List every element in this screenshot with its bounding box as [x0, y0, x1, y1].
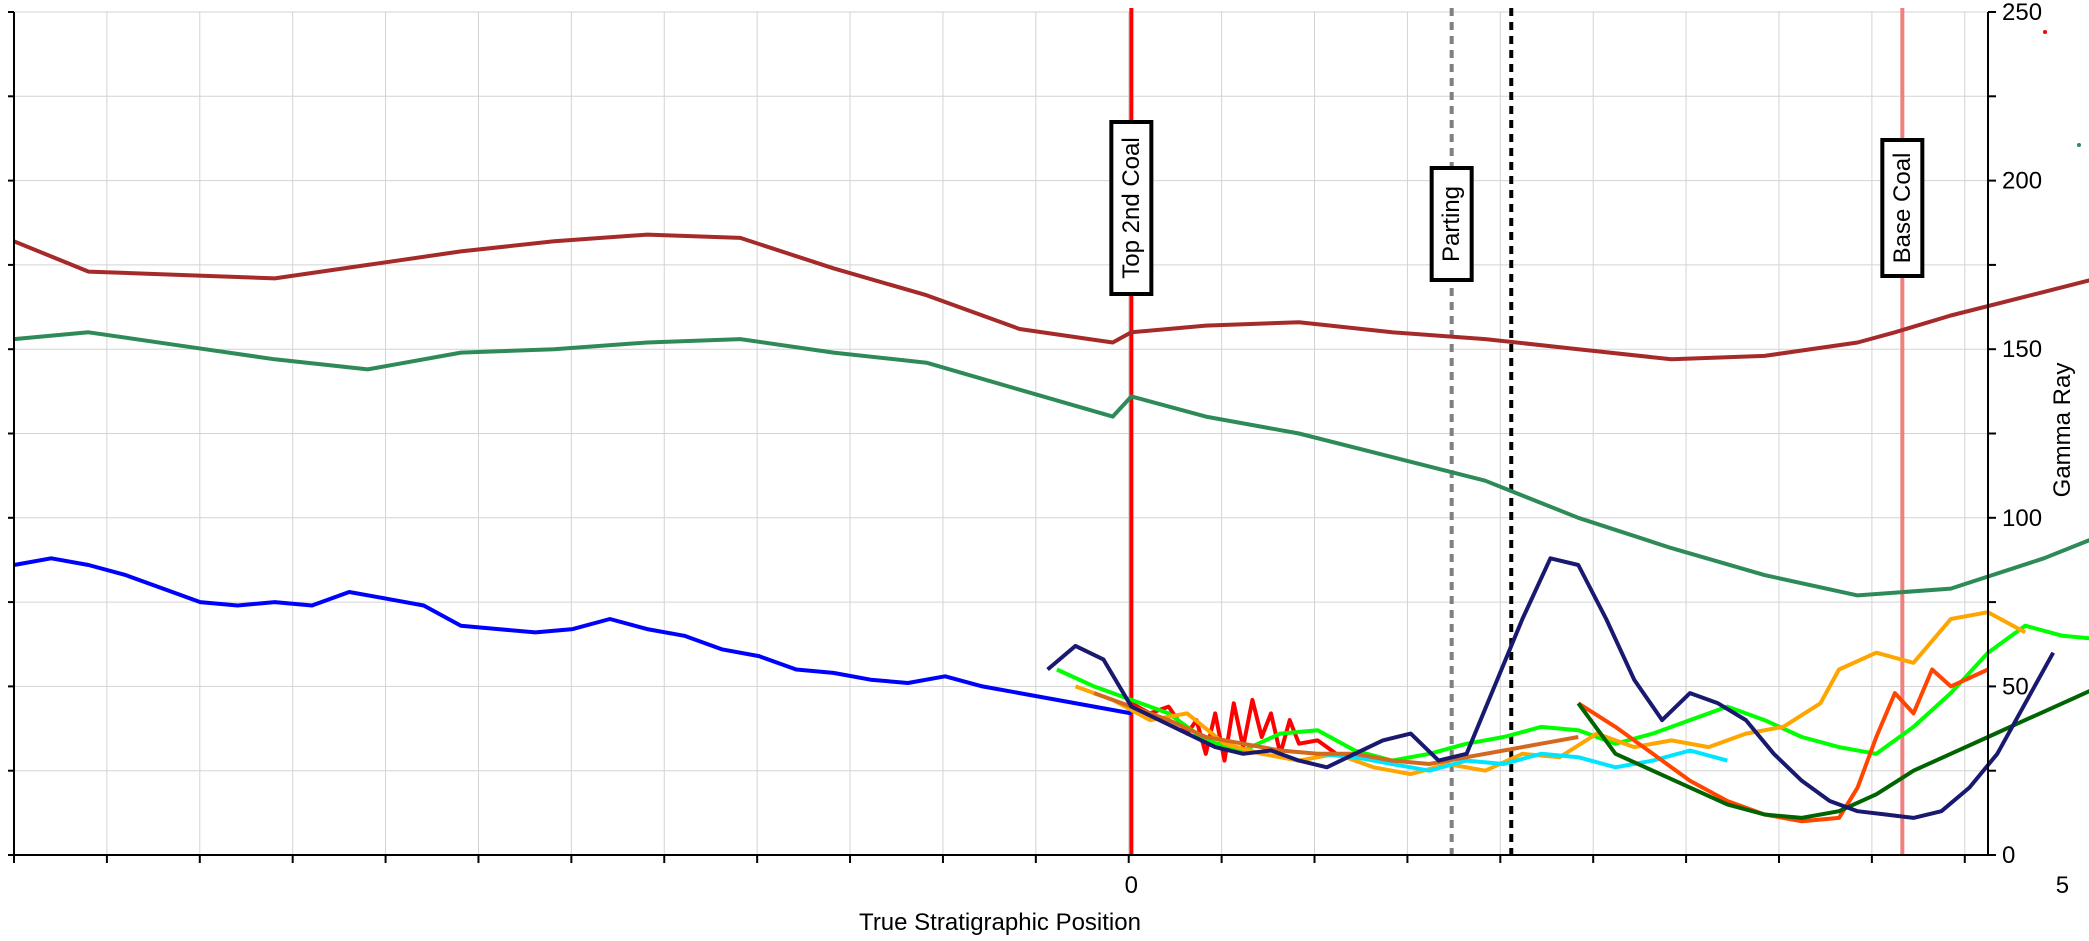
- y-axis-title: Gamma Ray: [2049, 363, 2076, 498]
- marker-labels: Top 2nd Coal Parting Base Coal: [1109, 120, 1925, 296]
- series-line: [1093, 691, 1579, 766]
- grid: [13, 11, 1988, 856]
- legend-dot-green: [2077, 143, 2081, 147]
- x-tick-label: 0: [1125, 872, 1138, 899]
- y-tick-label: 200: [2002, 168, 2042, 195]
- series-line: [13, 330, 2089, 598]
- y-tick-label: 50: [2002, 673, 2029, 700]
- y-tick-label: 100: [2002, 505, 2042, 532]
- series-group: [13, 232, 2089, 824]
- marker-label-box: [1429, 166, 1474, 282]
- legend-dot-red: [2043, 30, 2047, 34]
- y-tick-label: 250: [2002, 0, 2042, 26]
- x-axis-title: True Stratigraphic Position: [859, 909, 1141, 936]
- y-tick-label: 150: [2002, 336, 2042, 363]
- series-line: [1056, 623, 2089, 763]
- marker-label: Base Coal: [1889, 153, 1916, 264]
- series-line: [1577, 667, 1989, 824]
- x-tick-label: 5: [2056, 872, 2069, 899]
- marker-label: Top 2nd Coal: [1118, 137, 1145, 278]
- series-line: [13, 556, 1132, 716]
- marker-label: Parting: [1438, 186, 1465, 262]
- series-line: [1046, 556, 2055, 820]
- series-line: [1576, 689, 2089, 820]
- series-line: [13, 232, 2089, 362]
- marker-label-box: [1109, 120, 1154, 296]
- y-tick-label: 0: [2002, 842, 2015, 869]
- marker-label-box: [1880, 138, 1925, 278]
